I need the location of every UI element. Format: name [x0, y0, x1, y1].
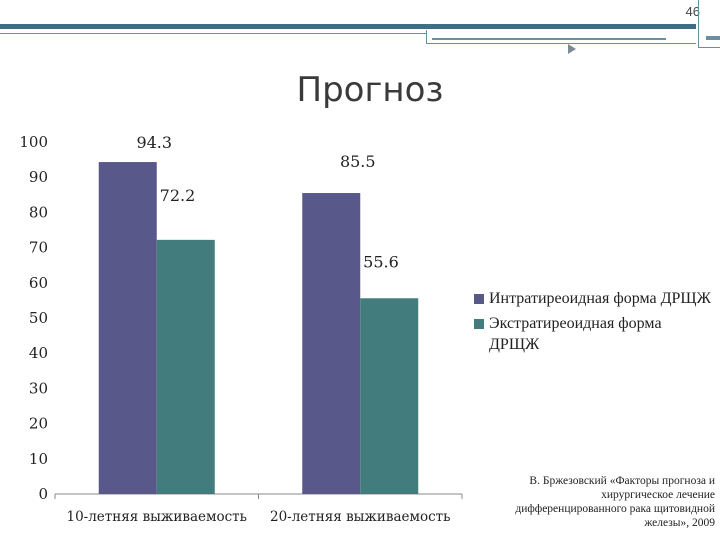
y-tick-label: 40	[29, 344, 48, 362]
data-labels: 94.3 85.5 72.2 55.6	[136, 133, 398, 271]
header-dash	[432, 38, 666, 40]
y-axis: 0 10 20 30 40 50 60 70 80 90 100	[19, 133, 48, 503]
y-tick-label: 70	[29, 239, 48, 257]
y-tick-label: 90	[29, 168, 48, 186]
x-tick-label: 10-летняя выживаемость	[66, 509, 247, 525]
triangle-marker-icon	[568, 44, 576, 54]
data-label: 55.6	[363, 252, 399, 271]
page-title: Прогноз	[296, 70, 444, 110]
bars	[98, 162, 419, 495]
y-tick-label: 60	[29, 274, 48, 292]
y-tick-label: 100	[19, 133, 48, 151]
y-tick-label: 30	[29, 379, 48, 397]
y-tick-label: 10	[29, 450, 48, 468]
bar	[98, 162, 157, 494]
y-tick-label: 0	[38, 485, 48, 503]
header-bracket	[426, 30, 696, 44]
bar	[156, 239, 215, 494]
legend-item-extrathyroid: Экстратиреоидная форма ДРЩЖ	[474, 313, 714, 355]
legend-swatch	[474, 294, 484, 304]
corner-tab	[698, 0, 720, 48]
data-label: 72.2	[160, 186, 196, 205]
data-label: 94.3	[136, 133, 172, 152]
header-bar	[0, 24, 696, 29]
citation: В. Бржезовский «Факторы прогноза и хирур…	[515, 475, 715, 529]
y-tick-label: 20	[29, 415, 48, 433]
legend-swatch	[474, 319, 484, 329]
bar	[360, 298, 419, 494]
y-tick-label: 80	[29, 203, 48, 221]
x-tick-label: 20-летняя выживаемость	[270, 509, 451, 525]
x-axis: 10-летняя выживаемость 20-летняя выживаем…	[54, 494, 463, 525]
y-tick-label: 50	[29, 309, 48, 327]
data-label: 85.5	[340, 152, 376, 171]
header-line	[0, 33, 426, 34]
corner-tab-mark	[706, 36, 720, 40]
slide-number: 46	[685, 4, 700, 19]
legend-label: Интратиреоидная форма ДРЩЖ	[489, 290, 711, 307]
legend-item-intrathyroid: Интратиреоидная форма ДРЩЖ	[474, 288, 714, 309]
legend: Интратиреоидная форма ДРЩЖ Экстратиреоид…	[474, 288, 714, 359]
bar	[302, 193, 361, 495]
legend-label: Экстратиреоидная форма ДРЩЖ	[489, 315, 662, 353]
